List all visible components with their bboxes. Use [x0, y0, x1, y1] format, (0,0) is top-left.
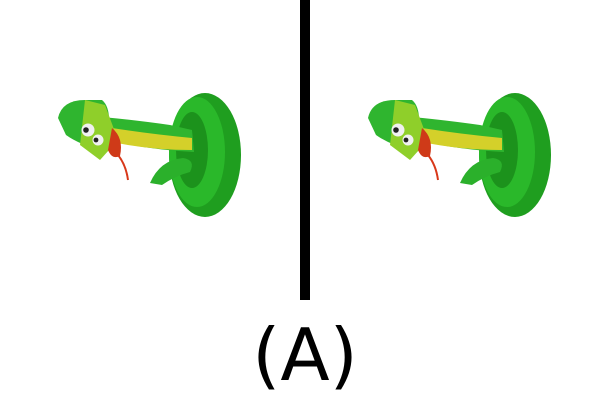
- right-panel: [310, 0, 610, 300]
- left-panel: [0, 0, 300, 300]
- option-label: (A): [252, 313, 358, 397]
- snake-toy-right: [368, 93, 551, 217]
- panel-divider: [300, 0, 310, 300]
- snake-toy-left: [58, 93, 241, 217]
